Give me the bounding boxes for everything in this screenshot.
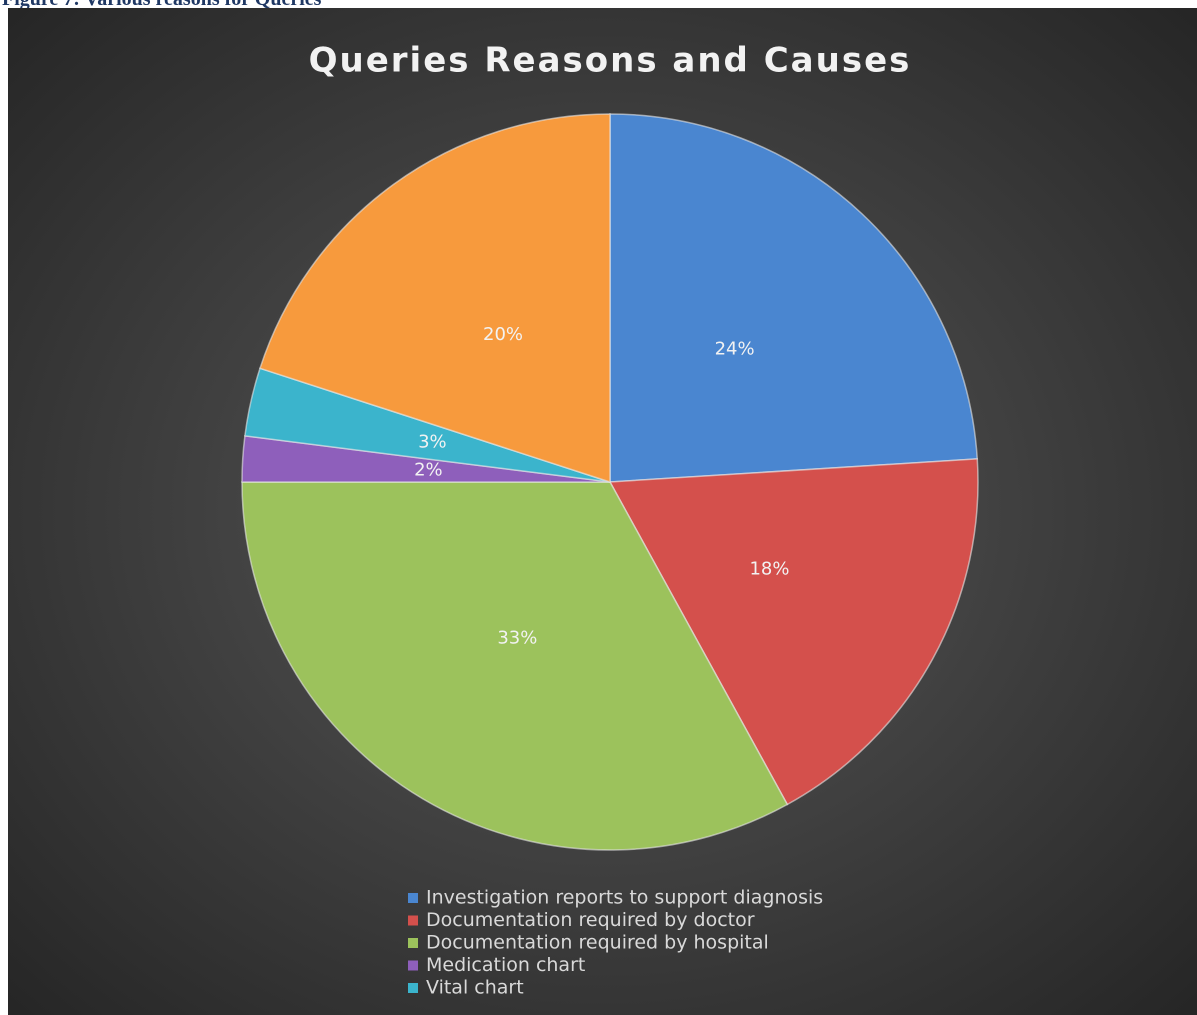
pie-slice <box>608 458 979 806</box>
legend-label: Vital chart <box>426 977 524 999</box>
legend-swatch <box>408 893 418 903</box>
data-label: 20% <box>483 324 523 345</box>
legend-swatch <box>408 983 418 993</box>
legend-label: Documentation required by hospital <box>426 932 769 954</box>
legend-label: Medication chart <box>426 954 585 976</box>
legend-swatch <box>408 938 418 948</box>
data-label: 3% <box>418 431 447 452</box>
legend-label: Documentation required by doctor <box>426 909 755 931</box>
data-label: 2% <box>414 460 443 481</box>
legend-swatch <box>408 960 418 971</box>
chart: Queries Reasons and Causes 24% 18% 33% 2% 3%… <box>8 8 1197 1015</box>
data-label: 18% <box>749 559 789 580</box>
caption: Figure 7: Various reasons for Queries <box>2 0 321 11</box>
pie-slice <box>259 113 611 484</box>
pie-slice <box>609 113 979 483</box>
data-label: 24% <box>715 338 755 359</box>
legend-label: Investigation reports to support diagnos… <box>426 887 823 909</box>
chart-title: Queries Reasons and Causes <box>309 41 912 81</box>
pie-slice <box>241 481 789 851</box>
data-label: 33% <box>497 628 537 649</box>
legend-swatch <box>408 915 418 926</box>
